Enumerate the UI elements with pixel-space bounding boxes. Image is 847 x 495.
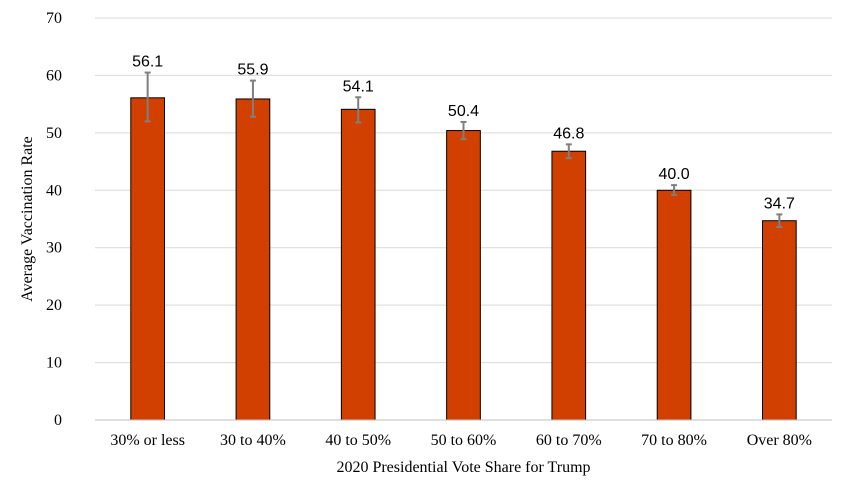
x-tick-label: 50 to 60% bbox=[431, 432, 497, 449]
data-label: 55.9 bbox=[237, 62, 268, 79]
bars bbox=[130, 97, 797, 421]
x-axis-title: 2020 Presidential Vote Share for Trump bbox=[336, 459, 590, 476]
data-label: 56.1 bbox=[132, 54, 163, 71]
bar bbox=[446, 130, 481, 421]
y-tick-label: 70 bbox=[46, 10, 62, 27]
y-axis-title: Average Vaccination Rate bbox=[19, 136, 36, 302]
data-label: 40.0 bbox=[659, 166, 690, 183]
y-tick-label: 60 bbox=[46, 67, 62, 84]
y-tick-label: 50 bbox=[46, 125, 62, 142]
data-label: 46.8 bbox=[553, 125, 584, 142]
data-label: 54.1 bbox=[343, 78, 374, 95]
x-tick-labels: 30% or less 30 to 40% 40 to 50% 50 to 60% 60… bbox=[110, 432, 812, 449]
bar bbox=[551, 150, 587, 421]
x-tick-label: 40 to 50% bbox=[325, 432, 391, 449]
x-tick-label: 30% or less bbox=[110, 432, 185, 449]
bar bbox=[656, 189, 692, 421]
bar bbox=[762, 220, 797, 421]
data-label: 34.7 bbox=[764, 195, 795, 212]
y-tick-label: 30 bbox=[46, 240, 62, 257]
error-bars bbox=[144, 71, 783, 229]
y-tick-label: 0 bbox=[54, 412, 62, 429]
bar bbox=[235, 98, 271, 421]
bar bbox=[130, 97, 165, 421]
data-label: 50.4 bbox=[448, 103, 479, 120]
x-tick-label: 70 to 80% bbox=[641, 432, 707, 449]
y-tick-label: 40 bbox=[46, 182, 62, 199]
data-labels: 56.1 55.9 54.1 50.4 46.8 40.0 34.7 bbox=[132, 54, 795, 213]
x-tick-label: 60 to 70% bbox=[536, 432, 602, 449]
y-tick-labels: 0 10 20 30 40 50 60 70 bbox=[46, 10, 62, 429]
bar bbox=[340, 108, 376, 421]
y-tick-label: 20 bbox=[46, 297, 62, 314]
y-tick-label: 10 bbox=[46, 355, 62, 372]
x-tick-label: 30 to 40% bbox=[220, 432, 286, 449]
x-tick-label: Over 80% bbox=[747, 432, 812, 449]
